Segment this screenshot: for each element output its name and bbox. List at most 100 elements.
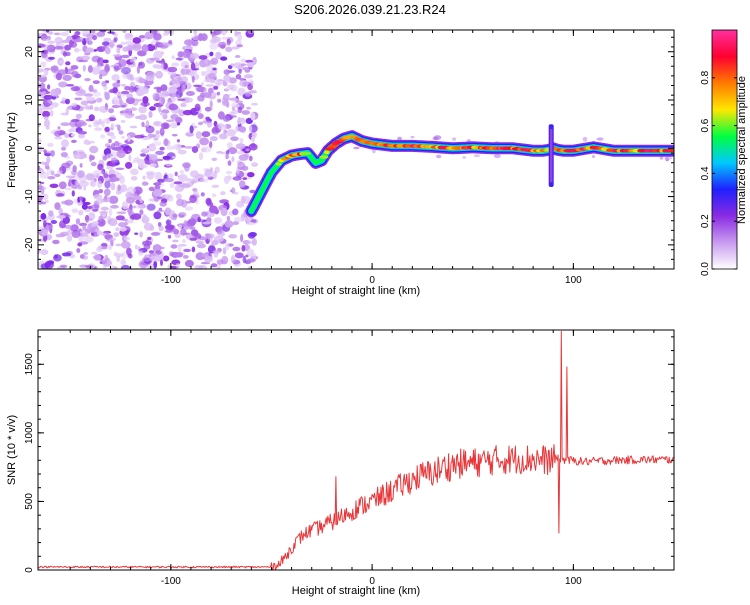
noise-blob [221,36,230,40]
noise-blob [155,60,162,63]
noise-blob [169,182,175,188]
noise-blob [200,82,204,86]
noise-blob [244,91,252,97]
noise-blob [197,219,207,223]
noise-blob [88,154,93,163]
noise-blob [84,264,94,269]
noise-blob [82,225,87,231]
y-tick-label: 0 [24,567,35,573]
noise-blob [190,229,199,237]
noise-blob [150,154,158,161]
noise-blob [143,222,154,231]
noise-blob [230,63,235,67]
noise-blob [227,142,233,149]
noise-blob [38,184,43,191]
noise-blob [78,196,84,201]
noise-blob [172,213,178,218]
noise-blob [47,142,54,147]
noise-blob [92,35,97,41]
noise-blob [177,98,186,101]
noise-blob [156,209,165,213]
noise-blob [207,87,214,94]
noise-blob [118,59,127,67]
noise-blob [47,176,56,180]
ridge-core [319,155,329,159]
noise-blob [232,176,242,181]
noise-blob [108,173,117,180]
noise-blob [54,173,61,177]
noise-blob [161,122,170,130]
noise-blob [234,216,244,223]
noise-blob [48,56,55,60]
noise-blob [166,195,174,202]
noise-blob [225,46,233,52]
noise-blob [246,248,255,257]
noise-blob [226,129,236,137]
noise-blob [158,104,162,113]
noise-blob [205,214,215,218]
noise-blob [217,111,225,120]
noise-blob [170,244,178,249]
noise-blob [101,246,108,250]
noise-blob [195,131,202,140]
noise-blob [184,259,194,268]
noise-blob [193,84,202,88]
noise-blob [71,230,81,238]
noise-blob [100,206,109,211]
noise-blob [224,76,231,84]
noise-blob [150,232,161,236]
noise-blob [159,96,166,106]
noise-blob [187,69,191,73]
ridge-core [327,144,339,148]
x-tick-label: 0 [369,576,375,587]
noise-blob [134,204,144,209]
noise-blob [207,233,213,242]
noise-blob [50,102,59,108]
noise-blob [231,46,240,50]
noise-blob [93,254,102,262]
noise-blob [152,120,163,127]
colorbar-ticks: 0.0 0.2 0.4 0.6 0.8 [700,70,737,276]
noise-blob [178,174,188,182]
noise-blob [84,52,91,56]
noise-blob [175,263,181,268]
noise-blob [209,205,218,214]
colorbar-tick-label: 0.4 [700,166,711,180]
noise-blob [155,130,160,135]
noise-blob [234,55,241,58]
noise-blob [129,107,138,111]
noise-blob [182,49,191,59]
noise-blob [233,192,239,195]
noise-blob [191,146,199,153]
colorbar-tick-label: 0.2 [700,214,711,228]
noise-blob [239,80,249,88]
noise-blob [176,122,181,126]
noise-blob [90,161,97,167]
noise-blob [225,170,232,175]
ridge-halo [410,135,415,139]
noise-blob [141,147,149,152]
noise-blob [213,132,220,136]
noise-blob [193,30,198,36]
noise-blob [115,227,120,232]
noise-blob [49,110,54,117]
noise-blob [59,220,66,229]
noise-blob [120,119,126,123]
noise-blob [187,218,197,226]
noise-blob [236,150,245,155]
noise-blob [38,68,45,73]
noise-blob [113,253,124,258]
noise-blob [153,188,163,197]
noise-blob [85,220,89,224]
noise-blob [43,149,47,154]
noise-blob [56,234,60,238]
noise-blob [165,119,175,123]
noise-blob [113,141,120,147]
noise-blob [150,40,156,46]
noise-blob [146,71,156,78]
noise-blob [89,145,99,154]
noise-blob [148,186,155,192]
noise-blob [251,238,257,246]
noise-blob [174,171,178,177]
noise-blob [113,65,120,72]
